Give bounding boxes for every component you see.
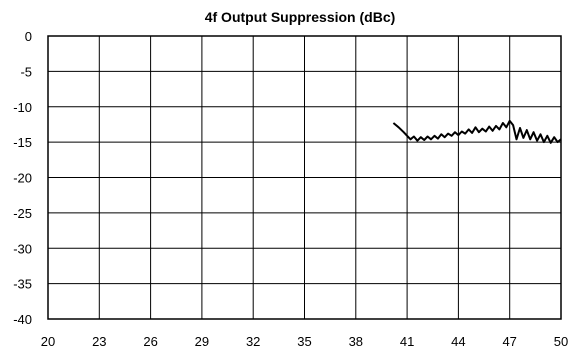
x-tick-label: 47 xyxy=(502,334,516,349)
chart-title: 4f Output Suppression (dBc) xyxy=(205,9,396,25)
y-tick-label: 0 xyxy=(25,29,32,44)
grid-lines xyxy=(48,36,561,319)
x-tick-label: 32 xyxy=(246,334,260,349)
x-tick-label: 44 xyxy=(451,334,465,349)
plot-area-border xyxy=(47,35,562,320)
y-tick-label: -20 xyxy=(13,171,32,186)
x-tick-label: 26 xyxy=(143,334,157,349)
x-tick-label: 41 xyxy=(400,334,414,349)
y-tick-label: -15 xyxy=(13,135,32,150)
y-tick-label: -30 xyxy=(13,241,32,256)
x-tick-label: 50 xyxy=(554,334,568,349)
y-tick-label: -10 xyxy=(13,100,32,115)
x-tick-label: 38 xyxy=(349,334,363,349)
y-tick-label: -25 xyxy=(13,206,32,221)
y-tick-label: -5 xyxy=(20,64,32,79)
series-line-1 xyxy=(392,119,562,144)
x-tick-label: 29 xyxy=(195,334,209,349)
x-tick-label: 23 xyxy=(92,334,106,349)
y-tick-label: -35 xyxy=(13,277,32,292)
series-layer xyxy=(392,119,562,144)
y-tick-label: -40 xyxy=(13,312,32,327)
tick-labels: 20 23 26 29 32 35 38 41 44 47 50 0 -5 -10 -15 -20 -25 -30… xyxy=(13,29,568,349)
x-tick-label: 20 xyxy=(41,334,55,349)
x-tick-label: 35 xyxy=(297,334,311,349)
